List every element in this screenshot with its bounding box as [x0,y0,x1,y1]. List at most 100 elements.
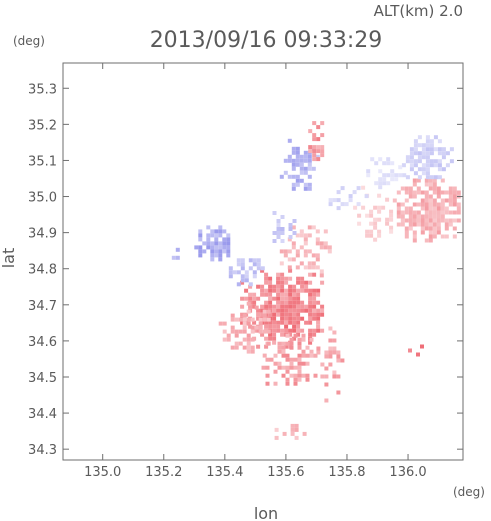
echo-cell [420,214,425,219]
echo-cell [300,276,305,281]
echo-cell [413,171,418,176]
echo-cell [175,255,180,260]
echo-cell [309,349,314,354]
echo-cell [284,276,289,281]
echo-cell [382,173,387,178]
echo-cell [272,328,277,333]
echo-cell [432,210,437,215]
echo-cell [301,349,306,354]
echo-region-central-south-positive [261,333,318,386]
echo-region-far-south-strip [274,423,307,440]
echo-cell [300,284,305,289]
echo-cell [425,151,430,156]
echo-cell [366,173,371,178]
echo-cell [288,300,293,305]
echo-cell [252,274,257,279]
echo-cell [400,210,405,215]
echo-cell [445,163,450,168]
echo-cell [222,241,227,246]
echo-cell [226,245,231,250]
echo-cell [382,161,387,166]
echo-cell [308,328,313,333]
echo-region-southeast-scatter [316,326,345,403]
echo-cell [284,280,289,285]
echo-cell [308,340,313,345]
echo-cell [276,320,281,325]
echo-cell [234,345,239,350]
echo-cell [296,280,301,285]
echo-cell [296,332,301,337]
echo-cell [230,317,235,322]
echo-cell [284,296,289,301]
echo-cell [377,233,382,238]
x-tick-label: 135.8 [328,465,365,480]
echo-cell [424,210,429,215]
echo-cell [222,237,227,242]
echo-cell [424,194,429,199]
echo-cell [272,332,277,337]
echo-cell [265,365,270,370]
echo-cell [291,150,296,155]
echo-cell [260,332,265,337]
echo-cell [206,225,211,230]
echo-cell [409,167,414,172]
echo-cell [274,427,279,432]
echo-cell [297,337,302,342]
echo-cell [297,365,302,370]
echo-cell [284,344,289,349]
echo-cell [377,217,382,222]
echo-cell [236,270,241,275]
echo-cell [292,300,297,305]
echo-cell [277,345,282,350]
x-axis-ticks: 135.0 135.2 135.4 135.6 135.8 136.0 [84,63,427,480]
echo-cell [412,234,417,239]
echo-cell [302,431,307,436]
echo-cell [340,186,345,191]
echo-cell [281,345,286,350]
echo-cell [246,321,251,326]
echo-cell [428,222,433,227]
echo-cell [242,329,247,334]
echo-cell [412,218,417,223]
echo-cell [244,270,249,275]
echo-cell [287,158,292,163]
echo-cell [378,169,383,174]
echo-cell [432,198,437,203]
echo-cell [420,344,424,349]
echo-cell [234,329,239,334]
echo-cell [441,167,446,172]
echo-cell [222,321,227,326]
echo-cell [429,163,434,168]
echo-cell [428,186,433,191]
y-tick-label: 34.8 [28,263,57,278]
echo-cell [456,206,461,211]
echo-cell [336,198,341,203]
echo-cell [432,190,437,195]
echo-cell [340,202,345,207]
echo-cell [408,210,413,215]
echo-cell [312,296,317,301]
echo-cell [256,308,261,313]
echo-cell [299,158,304,163]
echo-cell [417,175,422,180]
echo-cell [377,205,382,210]
echo-cell [252,304,257,309]
echo-cell [240,258,245,263]
echo-cell [436,222,441,227]
echo-cell [291,257,296,262]
echo-cell [287,174,292,179]
echo-cell [412,182,417,187]
echo-cell [320,362,325,367]
echo-cell [369,213,374,218]
y-tick-label: 34.7 [28,299,57,314]
echo-cell [377,209,382,214]
echo-cell [262,313,267,318]
echo-cell [248,258,253,263]
echo-cell [305,373,310,378]
echo-cell [250,337,255,342]
echo-cell [308,292,313,297]
echo-cell [328,338,333,343]
echo-cell [409,159,414,164]
echo-cell [272,308,277,313]
echo-cell [284,304,289,309]
